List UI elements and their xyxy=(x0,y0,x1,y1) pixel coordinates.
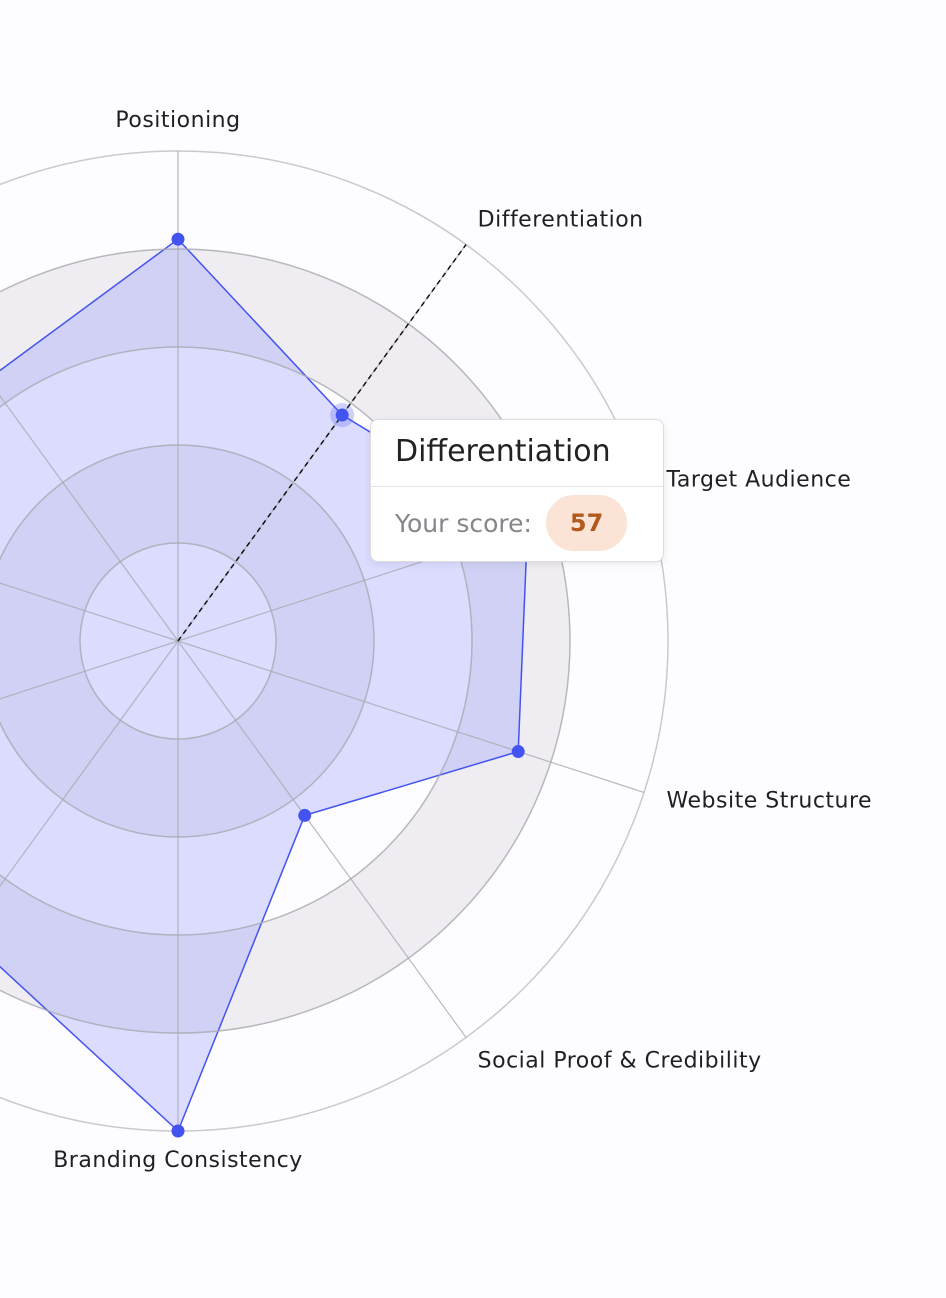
axis-label: Social Proof & Credibility xyxy=(478,1049,762,1074)
tooltip-value: 57 xyxy=(545,495,628,551)
tooltip-title: Differentiation xyxy=(371,420,663,487)
point xyxy=(171,232,185,246)
axis-label: Positioning xyxy=(115,108,240,133)
grid-spoke xyxy=(177,640,645,793)
grid-spoke xyxy=(0,394,179,642)
grid-spoke xyxy=(0,640,179,700)
tooltip-row: Your score: 57 xyxy=(371,487,663,559)
point xyxy=(298,808,312,822)
hover-line xyxy=(177,244,467,642)
axis-label: Differentiation xyxy=(478,207,644,232)
point xyxy=(335,408,349,422)
point xyxy=(171,1124,185,1138)
axis-label: Target Audience xyxy=(666,467,852,492)
grid-spoke xyxy=(0,640,179,888)
point xyxy=(511,745,525,759)
grid-spoke xyxy=(177,640,467,1038)
axis-label: Website Structure xyxy=(667,789,873,814)
grid-spoke xyxy=(0,582,179,642)
tooltip-label: Your score: xyxy=(395,508,532,538)
axis-label: Branding Consistency xyxy=(53,1148,303,1173)
tooltip: Differentiation Your score: 57 xyxy=(370,419,664,562)
